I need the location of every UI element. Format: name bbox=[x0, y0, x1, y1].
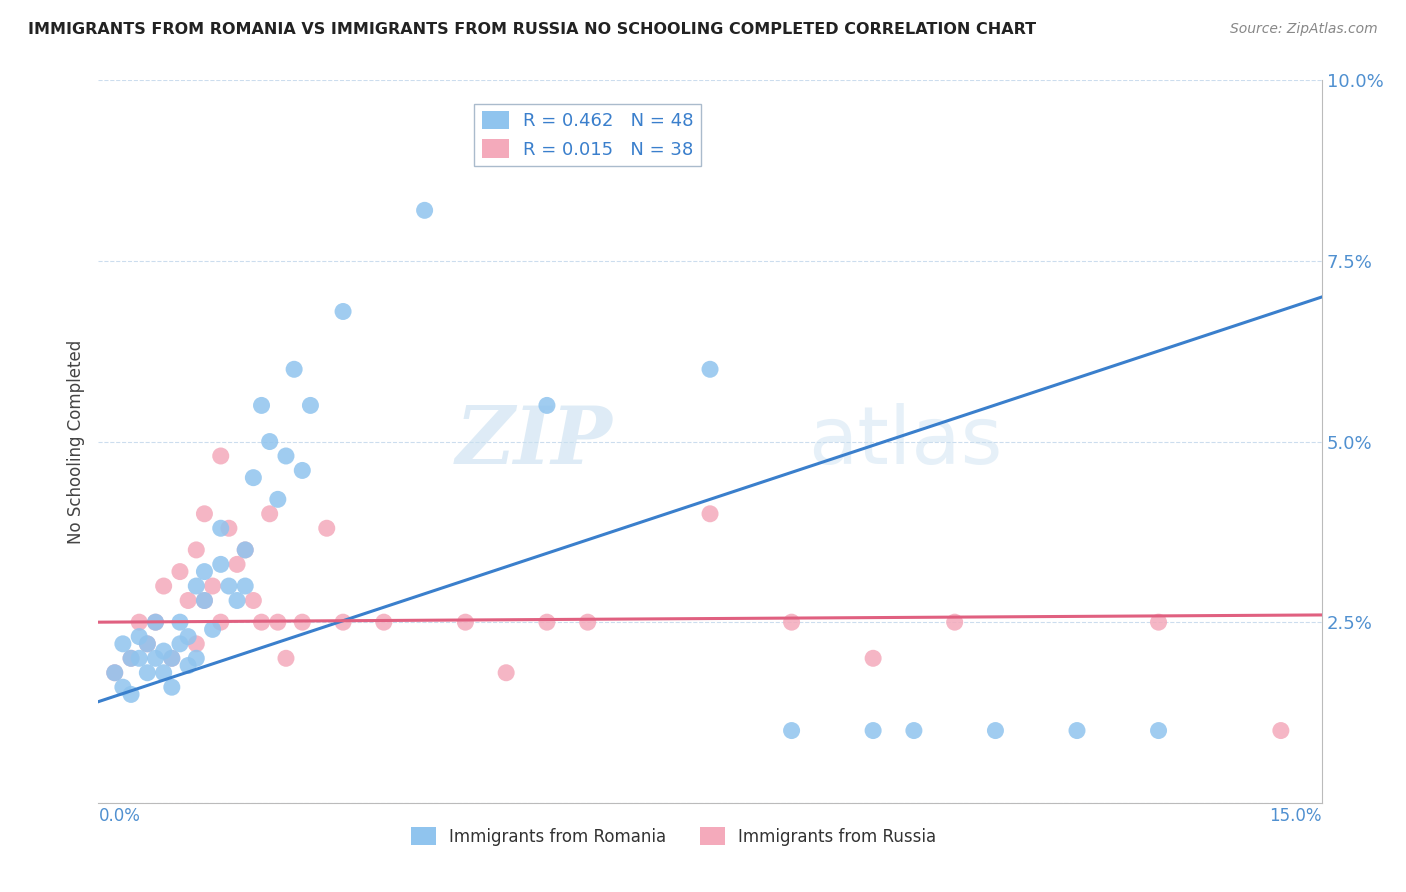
Point bbox=[111, 680, 134, 694]
Point bbox=[201, 579, 224, 593]
Point bbox=[111, 637, 134, 651]
Point bbox=[128, 615, 150, 630]
Text: 0.0%: 0.0% bbox=[98, 807, 141, 825]
Point bbox=[233, 579, 256, 593]
Y-axis label: No Schooling Completed: No Schooling Completed bbox=[66, 340, 84, 543]
Point bbox=[104, 665, 127, 680]
Point bbox=[373, 615, 395, 630]
Point bbox=[291, 615, 314, 630]
Point bbox=[218, 579, 240, 593]
Point bbox=[576, 615, 599, 630]
Text: Source: ZipAtlas.com: Source: ZipAtlas.com bbox=[1230, 22, 1378, 37]
Point bbox=[218, 521, 240, 535]
Text: atlas: atlas bbox=[808, 402, 1002, 481]
Point bbox=[186, 637, 208, 651]
Point bbox=[699, 362, 721, 376]
Text: IMMIGRANTS FROM ROMANIA VS IMMIGRANTS FROM RUSSIA NO SCHOOLING COMPLETED CORRELA: IMMIGRANTS FROM ROMANIA VS IMMIGRANTS FR… bbox=[28, 22, 1036, 37]
Point bbox=[177, 658, 200, 673]
Point bbox=[209, 615, 232, 630]
Point bbox=[259, 434, 281, 449]
Point bbox=[332, 615, 354, 630]
Point bbox=[193, 593, 215, 607]
Point bbox=[283, 362, 305, 376]
Point bbox=[128, 651, 150, 665]
Point bbox=[169, 615, 191, 630]
Point bbox=[209, 521, 232, 535]
Point bbox=[186, 542, 208, 557]
Point bbox=[267, 615, 290, 630]
Point bbox=[226, 558, 249, 572]
Point bbox=[193, 507, 215, 521]
Point bbox=[242, 471, 264, 485]
Point bbox=[267, 492, 290, 507]
Point bbox=[1270, 723, 1292, 738]
Point bbox=[186, 579, 208, 593]
Point bbox=[169, 565, 191, 579]
Point bbox=[120, 687, 142, 701]
Point bbox=[242, 593, 264, 607]
Point bbox=[160, 651, 183, 665]
Point bbox=[536, 398, 558, 412]
Point bbox=[291, 463, 314, 477]
Point bbox=[250, 398, 273, 412]
Point bbox=[177, 593, 200, 607]
Point bbox=[299, 398, 322, 412]
Point bbox=[128, 630, 150, 644]
Point bbox=[780, 723, 803, 738]
Point bbox=[259, 507, 281, 521]
Point bbox=[699, 507, 721, 521]
Point bbox=[136, 637, 159, 651]
Point bbox=[1066, 723, 1088, 738]
Point bbox=[413, 203, 436, 218]
Point bbox=[160, 651, 183, 665]
Point bbox=[233, 542, 256, 557]
Point bbox=[454, 615, 477, 630]
Point bbox=[169, 637, 191, 651]
Point bbox=[160, 680, 183, 694]
Point bbox=[152, 665, 174, 680]
Point bbox=[274, 651, 297, 665]
Point bbox=[136, 637, 159, 651]
Point bbox=[226, 593, 249, 607]
Point bbox=[903, 723, 925, 738]
Point bbox=[1147, 615, 1170, 630]
Point bbox=[1147, 723, 1170, 738]
Point bbox=[152, 644, 174, 658]
Text: ZIP: ZIP bbox=[456, 403, 612, 480]
Point bbox=[536, 615, 558, 630]
Point bbox=[862, 651, 884, 665]
Point bbox=[152, 579, 174, 593]
Point bbox=[145, 651, 167, 665]
Point bbox=[250, 615, 273, 630]
Point bbox=[862, 723, 884, 738]
Point bbox=[943, 615, 966, 630]
Point bbox=[145, 615, 167, 630]
Point bbox=[104, 665, 127, 680]
Point bbox=[193, 593, 215, 607]
Point bbox=[136, 665, 159, 680]
Point bbox=[209, 449, 232, 463]
Point bbox=[201, 623, 224, 637]
Point bbox=[120, 651, 142, 665]
Point bbox=[145, 615, 167, 630]
Point bbox=[193, 565, 215, 579]
Point bbox=[209, 558, 232, 572]
Text: 15.0%: 15.0% bbox=[1270, 807, 1322, 825]
Point bbox=[120, 651, 142, 665]
Point bbox=[274, 449, 297, 463]
Point bbox=[495, 665, 517, 680]
Point bbox=[984, 723, 1007, 738]
Point bbox=[315, 521, 337, 535]
Point bbox=[186, 651, 208, 665]
Point bbox=[177, 630, 200, 644]
Point bbox=[332, 304, 354, 318]
Legend: Immigrants from Romania, Immigrants from Russia: Immigrants from Romania, Immigrants from… bbox=[404, 821, 942, 852]
Point bbox=[233, 542, 256, 557]
Point bbox=[780, 615, 803, 630]
